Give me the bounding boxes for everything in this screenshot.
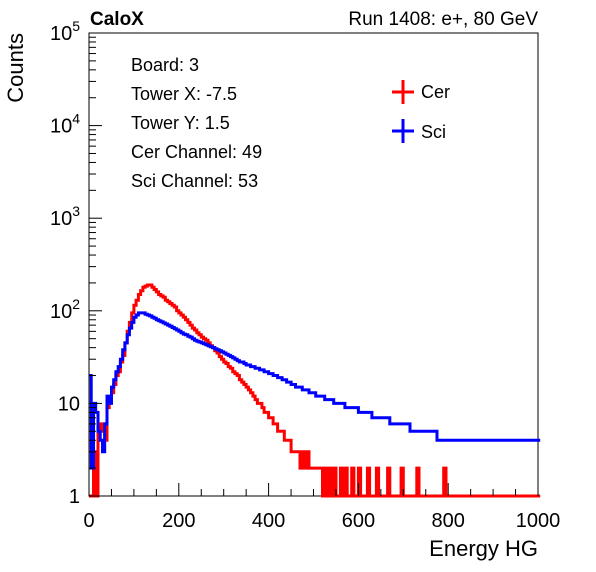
y-tick-label-10: 10 [58, 393, 80, 415]
title-right: Run 1408: e+, 80 GeV [348, 9, 538, 30]
y-tick-label-10000: 104 [50, 111, 80, 138]
legend-label-cer: Cer [421, 82, 450, 102]
info-line-tower-y: Tower Y: 1.5 [131, 113, 230, 133]
y-tick-label-1000: 103 [50, 203, 80, 230]
x-axis-label: Energy HG [429, 536, 538, 561]
legend-label-sci: Sci [421, 122, 446, 142]
series-line-sci [89, 311, 541, 470]
x-tick-label-0: 0 [83, 510, 94, 532]
x-tick-label-1000: 1000 [516, 510, 561, 532]
info-line-sci-channel: Sci Channel: 53 [131, 171, 258, 191]
legend: Cer Sci [392, 80, 450, 143]
legend-marker-cer [392, 80, 414, 104]
y-tick-label-100: 102 [50, 296, 80, 323]
legend-marker-sci [392, 119, 414, 143]
x-tick-label-400: 400 [252, 510, 285, 532]
title-left: CaloX [90, 9, 144, 30]
series-layer [89, 283, 541, 498]
legend-entry-cer: Cer [392, 80, 450, 104]
tick-labels: 0 200 400 600 800 1000 1 10 102 103 104 105 [50, 18, 560, 532]
y-tick-label-1: 1 [69, 486, 80, 508]
x-tick-label-800: 800 [432, 510, 465, 532]
axis-ticks [88, 32, 539, 497]
info-line-cer-channel: Cer Channel: 49 [131, 142, 262, 162]
y-axis-label: Counts [3, 33, 28, 103]
y-tick-label-100000: 105 [50, 18, 80, 45]
legend-entry-sci: Sci [392, 119, 446, 143]
x-tick-label-600: 600 [342, 510, 375, 532]
info-line-tower-x: Tower X: -7.5 [131, 84, 237, 104]
info-line-board: Board: 3 [131, 55, 199, 75]
x-tick-label-200: 200 [162, 510, 195, 532]
series-line-cer [89, 283, 541, 498]
info-box: Board: 3 Tower X: -7.5 Tower Y: 1.5 Cer … [131, 55, 262, 191]
